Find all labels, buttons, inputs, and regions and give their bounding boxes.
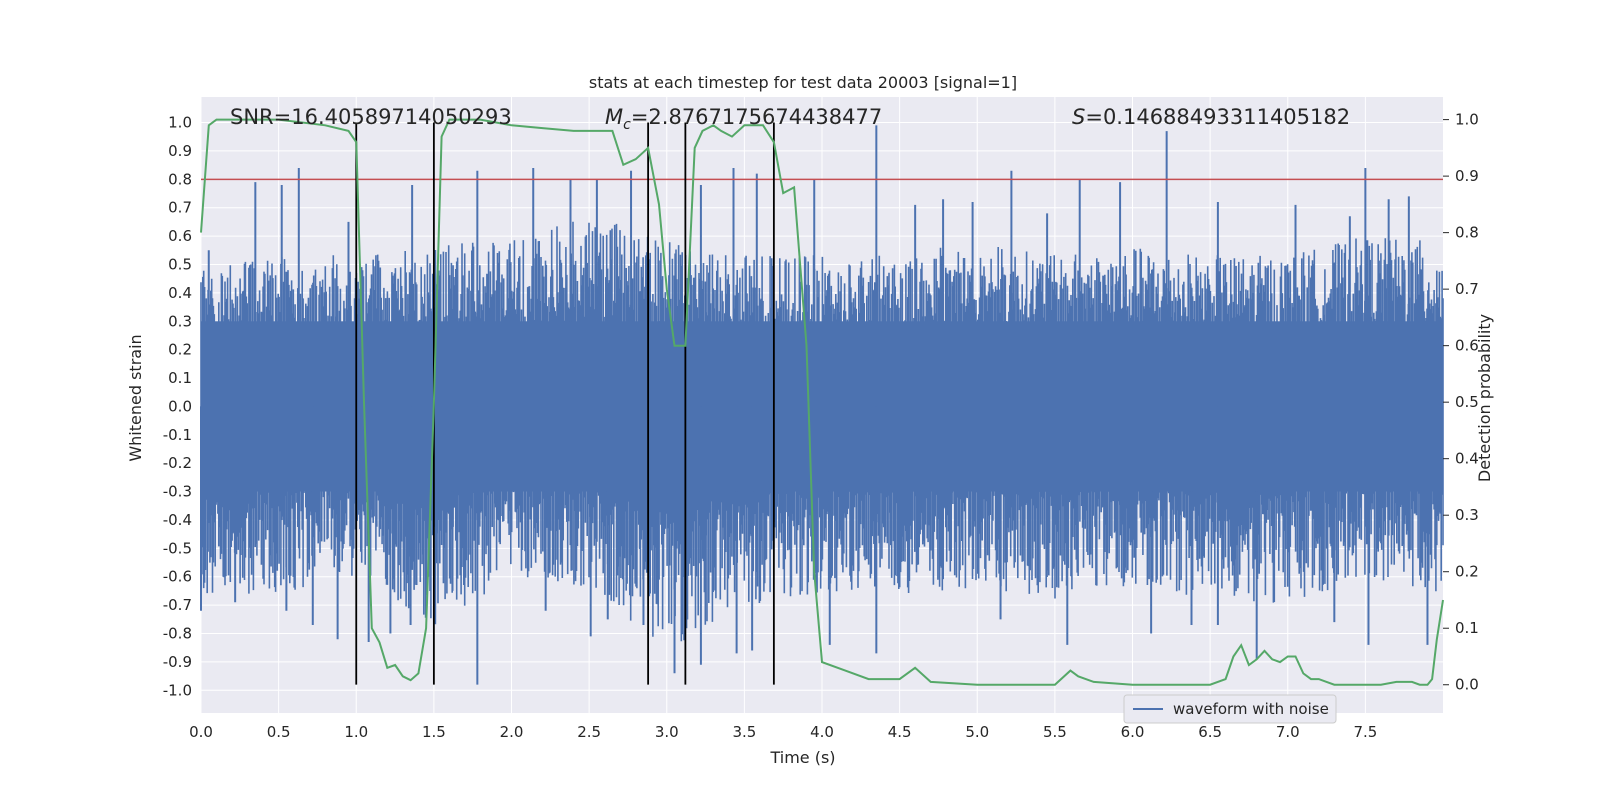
y-right-tick-label: 0.4 xyxy=(1455,450,1479,468)
y-tick-label: 0.8 xyxy=(168,170,192,188)
chart-title: stats at each timestep for test data 200… xyxy=(589,73,1017,92)
probability-series xyxy=(200,118,1444,686)
y-tick-label: 0.1 xyxy=(168,369,192,387)
y-right-tick-label: 0.9 xyxy=(1455,167,1479,185)
y-tick-label: -0.4 xyxy=(163,511,192,529)
s-value: =0.14688493311405182 xyxy=(1085,105,1350,129)
y-tick-label: 0.4 xyxy=(168,284,192,302)
y-right-tick-label: 0.8 xyxy=(1455,224,1479,242)
y-right-tick-label: 0.0 xyxy=(1455,676,1479,694)
x-tick-label: 1.5 xyxy=(422,723,446,741)
y-tick-label: 0.6 xyxy=(168,227,192,245)
y-right-tick-label: 0.2 xyxy=(1455,563,1479,581)
y-tick-label: -0.6 xyxy=(163,568,192,586)
y-right-tick-label: 0.1 xyxy=(1455,619,1479,637)
x-tick-label: 1.0 xyxy=(344,723,368,741)
x-tick-label: 5.5 xyxy=(1043,723,1067,741)
y-tick-label: 0.2 xyxy=(168,341,192,359)
y-right-tick-label: 0.3 xyxy=(1455,506,1479,524)
y-tick-label: -0.3 xyxy=(163,483,192,501)
s-symbol: S xyxy=(1072,105,1085,129)
x-tick-label: 2.5 xyxy=(577,723,601,741)
y-tick-label: 0.0 xyxy=(168,397,192,415)
x-tick-label: 6.5 xyxy=(1198,723,1222,741)
x-tick-label: 5.0 xyxy=(965,723,989,741)
legend: waveform with noise xyxy=(1123,694,1337,724)
chirp-mass-subscript: c xyxy=(623,117,631,133)
x-tick-label: 4.0 xyxy=(810,723,834,741)
y-axis-label: Whitened strain xyxy=(126,334,145,461)
y-tick-label: -0.9 xyxy=(163,653,192,671)
y-tick-label: -0.7 xyxy=(163,596,192,614)
snr-annotation: SNR=16.40589714050293 xyxy=(230,105,512,129)
y-right-tick-label: 0.5 xyxy=(1455,393,1479,411)
chirp-mass-symbol: M xyxy=(605,105,623,129)
legend-box xyxy=(1123,694,1337,724)
x-tick-label: 2.0 xyxy=(500,723,524,741)
x-tick-label: 0.5 xyxy=(267,723,291,741)
y-tick-label: 0.9 xyxy=(168,142,192,160)
x-tick-label: 3.5 xyxy=(732,723,756,741)
y-right-tick-label: 0.7 xyxy=(1455,280,1479,298)
y-right-tick-label: 1.0 xyxy=(1455,111,1479,129)
chirp-mass-value: =2.8767175674438477 xyxy=(631,105,882,129)
y-tick-label: 0.7 xyxy=(168,199,192,217)
y-axis-right-label: Detection probability xyxy=(1475,314,1494,482)
x-tick-label: 0.0 xyxy=(189,723,213,741)
y-tick-label: -0.2 xyxy=(163,454,192,472)
y-tick-label: -0.8 xyxy=(163,625,192,643)
y-right-tick-label: 0.6 xyxy=(1455,337,1479,355)
y-axis-right-ticks: 1.0 0.9 0.8 0.7 0.6 0.5 0.4 0.3 0.2 0.1 0.0 xyxy=(1443,111,1479,694)
x-tick-label: 7.5 xyxy=(1353,723,1377,741)
chirp-mass-annotation: Mc=2.8767175674438477 xyxy=(605,105,882,133)
y-tick-label: -0.1 xyxy=(163,426,192,444)
legend-label-waveform: waveform with noise xyxy=(1173,700,1329,718)
s-annotation: S=0.14688493311405182 xyxy=(1072,105,1350,129)
waveform-series xyxy=(200,125,1444,685)
y-tick-label: 0.3 xyxy=(168,312,192,330)
y-tick-label: -0.5 xyxy=(163,539,192,557)
x-axis-label: Time (s) xyxy=(769,748,835,767)
y-tick-label: 1.0 xyxy=(168,114,192,132)
x-tick-label: 6.0 xyxy=(1121,723,1145,741)
x-axis-ticks: 0.0 0.5 1.0 1.5 2.0 2.5 3.0 3.5 4.0 4.5 5.0 5.5 6.0 6… xyxy=(189,723,1377,741)
x-tick-label: 3.0 xyxy=(655,723,679,741)
y-axis-ticks: 1.0 0.9 0.8 0.7 0.6 0.5 0.4 0.3 0.2 0.1 0.0 -0.1 -0.… xyxy=(163,114,192,700)
y-tick-label: -1.0 xyxy=(163,681,192,699)
x-tick-label: 7.0 xyxy=(1276,723,1300,741)
x-tick-label: 4.5 xyxy=(888,723,912,741)
y-tick-label: 0.5 xyxy=(168,255,192,273)
waveform-core xyxy=(201,321,1443,492)
